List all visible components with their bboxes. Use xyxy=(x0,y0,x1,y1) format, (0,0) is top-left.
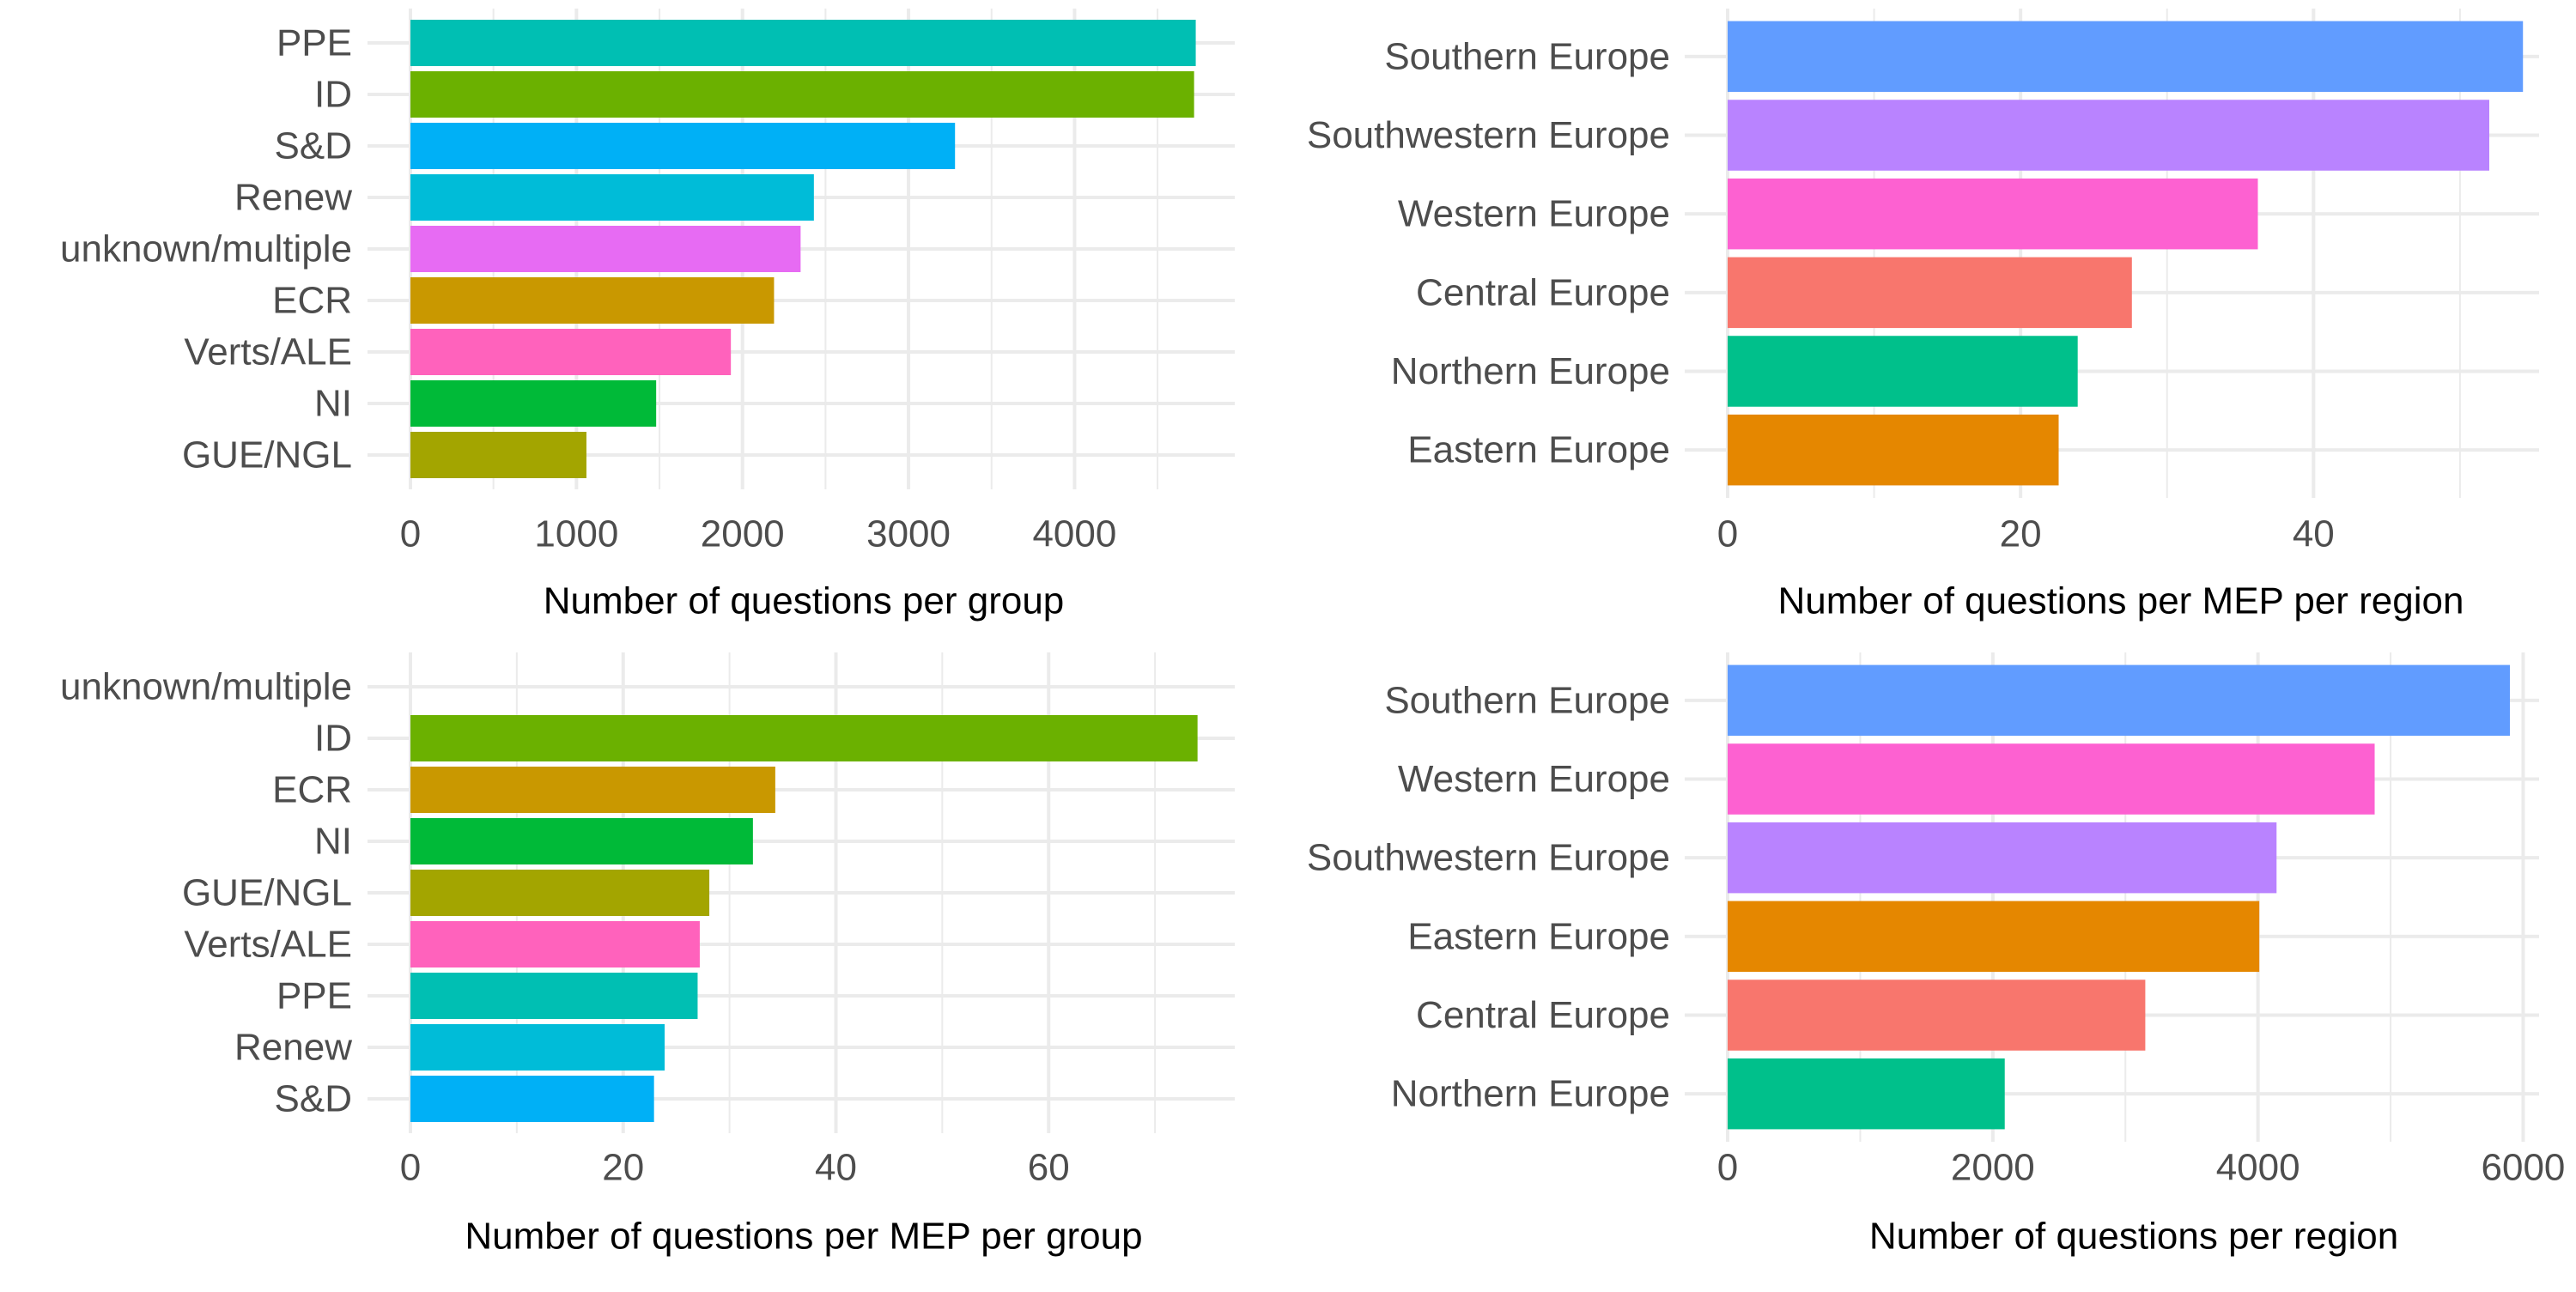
bar-renew xyxy=(410,1024,665,1071)
category-label-ni: NI xyxy=(314,383,352,425)
category-label-western-europe: Western Europe xyxy=(1398,758,1670,800)
bar-western-europe xyxy=(1728,178,2258,250)
bar-central-europe xyxy=(1728,257,2132,329)
bar-verts-ale xyxy=(410,921,700,967)
bar-ppe xyxy=(410,20,1196,66)
category-label-ecr: ECR xyxy=(272,769,352,811)
bar-northern-europe xyxy=(1728,336,2078,407)
bar-id xyxy=(410,71,1194,118)
chart-panel-2: Southern Europe Southwestern Europe Wester… xyxy=(1307,9,2539,622)
bar-ni xyxy=(410,380,657,427)
x-tick-label: 2000 xyxy=(1951,1147,2035,1189)
x-tick-label: 40 xyxy=(815,1147,857,1189)
category-label-gue-ngl: GUE/NGL xyxy=(182,434,352,476)
bar-central-europe xyxy=(1728,980,2146,1051)
bar-s-d xyxy=(410,1076,654,1122)
category-label-verts-ale: Verts/ALE xyxy=(184,924,352,966)
x-tick-label: 6000 xyxy=(2482,1147,2566,1189)
category-label-eastern-europe: Eastern Europe xyxy=(1407,429,1670,471)
category-label-s-d: S&D xyxy=(275,125,352,167)
x-tick-label: 20 xyxy=(2000,513,2042,555)
x-tick-label: 3000 xyxy=(866,513,951,555)
x-tick-label: 0 xyxy=(400,1147,421,1189)
bar-southwestern-europe xyxy=(1728,100,2490,171)
category-label-ppe: PPE xyxy=(276,22,352,64)
bar-ppe xyxy=(410,973,698,1019)
chart-panel-3: unknown/multiple ID ECR NI GUE/NGL Verts/ALE P… xyxy=(60,652,1235,1258)
category-label-southern-europe: Southern Europe xyxy=(1384,35,1670,77)
chart-panel-4: Southern Europe Western Europe Southwester… xyxy=(1307,652,2566,1258)
category-label-verts-ale: Verts/ALE xyxy=(184,331,352,373)
category-label-ppe: PPE xyxy=(276,975,352,1017)
category-label-s-d: S&D xyxy=(275,1078,352,1120)
category-label-gue-ngl: GUE/NGL xyxy=(182,872,352,914)
category-label-northern-europe: Northern Europe xyxy=(1391,350,1670,392)
chart-panel-1: PPE ID S&D Renew unknown/multiple ECR Verts/AL… xyxy=(60,9,1235,622)
bar-id xyxy=(410,715,1198,761)
x-tick-label: 4000 xyxy=(2216,1147,2300,1189)
bar-gue-ngl xyxy=(410,870,710,916)
bar-verts-ale xyxy=(410,329,732,375)
bar-ni xyxy=(410,818,753,864)
x-axis-title: Number of questions per MEP per region xyxy=(1778,580,2464,622)
x-tick-label: 20 xyxy=(602,1147,644,1189)
x-tick-label: 40 xyxy=(2293,513,2335,555)
bar-southern-europe xyxy=(1728,664,2511,737)
category-label-id: ID xyxy=(314,718,352,760)
category-label-southwestern-europe: Southwestern Europe xyxy=(1307,114,1670,156)
category-label-eastern-europe: Eastern Europe xyxy=(1407,915,1670,957)
category-label-central-europe: Central Europe xyxy=(1416,994,1670,1036)
bar-southern-europe xyxy=(1728,21,2524,93)
x-tick-label: 0 xyxy=(1717,513,1738,555)
category-label-renew: Renew xyxy=(234,1027,352,1069)
x-tick-label: 0 xyxy=(400,513,421,555)
bar-gue-ngl xyxy=(410,432,586,478)
bar-northern-europe xyxy=(1728,1058,2005,1130)
x-axis-title: Number of questions per region xyxy=(1869,1216,2398,1258)
category-label-northern-europe: Northern Europe xyxy=(1391,1073,1670,1115)
x-tick-label: 4000 xyxy=(1032,513,1116,555)
category-label-unknown-multiple: unknown/multiple xyxy=(60,666,352,708)
bar-unknown-multiple xyxy=(410,226,801,272)
bar-eastern-europe xyxy=(1728,901,2260,973)
bar-ecr xyxy=(410,767,775,813)
x-tick-label: 60 xyxy=(1028,1147,1070,1189)
x-tick-label: 0 xyxy=(1717,1147,1738,1189)
category-label-unknown-multiple: unknown/multiple xyxy=(60,228,352,270)
category-label-id: ID xyxy=(314,74,352,116)
category-label-ni: NI xyxy=(314,821,352,863)
bar-southwestern-europe xyxy=(1728,822,2277,894)
category-label-central-europe: Central Europe xyxy=(1416,271,1670,313)
x-axis-title: Number of questions per group xyxy=(544,580,1065,622)
category-label-ecr: ECR xyxy=(272,280,352,322)
category-label-southern-europe: Southern Europe xyxy=(1384,679,1670,721)
bar-eastern-europe xyxy=(1728,414,2059,486)
bar-ecr xyxy=(410,277,775,324)
category-label-western-europe: Western Europe xyxy=(1398,193,1670,235)
bar-s-d xyxy=(410,123,956,169)
x-tick-label: 1000 xyxy=(534,513,618,555)
x-tick-label: 2000 xyxy=(701,513,785,555)
category-label-southwestern-europe: Southwestern Europe xyxy=(1307,837,1670,879)
bar-western-europe xyxy=(1728,743,2375,815)
bar-renew xyxy=(410,174,814,221)
x-axis-title: Number of questions per MEP per group xyxy=(465,1216,1142,1258)
category-label-renew: Renew xyxy=(234,177,352,219)
